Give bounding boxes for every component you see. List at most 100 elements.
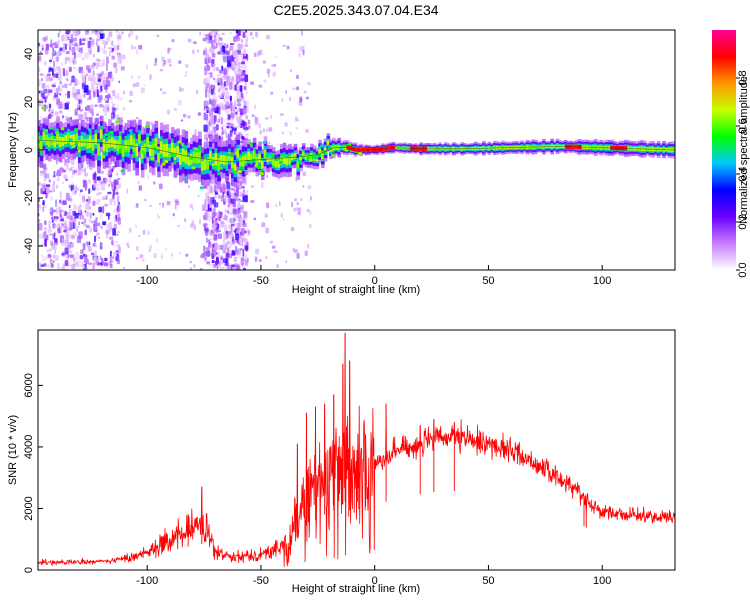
- noise-speck: [70, 185, 73, 192]
- noise-speck: [49, 43, 54, 48]
- noise-speck: [211, 243, 215, 252]
- noise-speck: [87, 179, 92, 184]
- noise-speck: [84, 255, 88, 264]
- noise-speck: [227, 210, 229, 214]
- noise-speck: [159, 68, 164, 72]
- noise-speck: [81, 94, 85, 97]
- noise-speck: [108, 47, 113, 50]
- noise-speck: [64, 43, 67, 50]
- noise-speck: [116, 205, 120, 212]
- noise-speck: [258, 258, 262, 263]
- noise-speck: [101, 70, 104, 76]
- noise-speck: [231, 192, 235, 199]
- noise-speck: [61, 62, 64, 66]
- noise-speck: [217, 233, 222, 239]
- noise-speck: [44, 220, 47, 226]
- noise-speck: [297, 211, 301, 216]
- noise-speck: [180, 119, 184, 122]
- noise-speck: [237, 181, 242, 187]
- noise-speck: [137, 75, 141, 79]
- noise-speck: [62, 200, 67, 205]
- noise-speck: [49, 233, 53, 236]
- noise-speck: [220, 104, 223, 107]
- noise-speck: [271, 64, 275, 68]
- noise-speck: [53, 242, 57, 250]
- band-cell: [97, 143, 101, 156]
- noise-speck: [157, 213, 160, 217]
- noise-speck: [226, 114, 228, 120]
- spectrogram-y-ticks: -40 -20 0 20 40: [23, 48, 43, 254]
- noise-speck: [68, 167, 73, 172]
- noise-speck: [232, 266, 236, 270]
- band-speck: [227, 153, 232, 157]
- noise-speck: [243, 48, 247, 57]
- noise-speck: [226, 108, 229, 116]
- noise-speck: [81, 162, 84, 169]
- noise-speck: [107, 36, 110, 42]
- band-speck: [41, 106, 46, 110]
- band-cell: [280, 156, 284, 165]
- noise-speck: [291, 201, 293, 208]
- noise-speck: [96, 232, 100, 236]
- noise-speck: [238, 64, 241, 72]
- band-cell: [225, 156, 230, 167]
- noise-speck: [132, 83, 137, 88]
- noise-speck: [38, 67, 41, 73]
- noise-speck: [98, 207, 102, 212]
- noise-speck: [127, 241, 129, 246]
- noise-speck: [72, 44, 76, 47]
- noise-speck: [77, 92, 82, 99]
- noise-speck: [52, 209, 57, 213]
- noise-speck: [229, 95, 232, 102]
- noise-speck: [97, 45, 100, 53]
- noise-speck: [212, 124, 216, 132]
- noise-speck: [203, 186, 207, 189]
- noise-speck: [147, 230, 150, 236]
- noise-speck: [233, 218, 237, 222]
- noise-speck: [87, 196, 91, 204]
- band-speck: [177, 140, 182, 144]
- noise-speck: [137, 180, 140, 185]
- noise-speck: [61, 253, 66, 256]
- noise-speck: [66, 78, 69, 82]
- noise-speck: [231, 250, 236, 256]
- noise-speck: [241, 194, 245, 197]
- noise-speck: [90, 169, 93, 173]
- noise-speck: [65, 51, 70, 55]
- noise-speck: [135, 257, 139, 260]
- noise-speck: [265, 227, 269, 234]
- noise-speck: [223, 263, 228, 266]
- noise-speck: [236, 67, 239, 75]
- noise-speck: [57, 54, 59, 62]
- noise-speck: [207, 196, 211, 205]
- noise-speck: [207, 125, 211, 132]
- noise-speck: [69, 66, 72, 72]
- noise-speck: [162, 202, 165, 208]
- noise-speck: [68, 221, 72, 226]
- noise-speck: [232, 200, 236, 208]
- noise-speck: [253, 217, 256, 221]
- noise-speck: [289, 131, 292, 136]
- noise-speck: [225, 75, 229, 80]
- noise-speck: [94, 254, 97, 259]
- noise-speck: [95, 199, 101, 205]
- noise-speck: [210, 237, 213, 241]
- noise-speck: [105, 63, 108, 71]
- noise-speck: [81, 42, 86, 46]
- noise-speck: [55, 56, 59, 62]
- noise-speck: [47, 254, 52, 258]
- band-speck: [278, 160, 283, 164]
- noise-speck: [203, 253, 208, 259]
- noise-speck: [276, 264, 279, 268]
- band-cell: [176, 146, 180, 158]
- noise-speck: [44, 234, 47, 239]
- noise-speck: [84, 229, 88, 236]
- noise-speck: [69, 221, 75, 230]
- noise-speck: [73, 169, 78, 174]
- noise-speck: [111, 184, 114, 190]
- snr-y-ticks: 0 2000 4000 6000: [23, 373, 43, 573]
- noise-speck: [230, 225, 233, 234]
- noise-speck: [274, 63, 276, 67]
- x-tick-label: -100: [136, 575, 158, 587]
- noise-speck: [105, 76, 109, 82]
